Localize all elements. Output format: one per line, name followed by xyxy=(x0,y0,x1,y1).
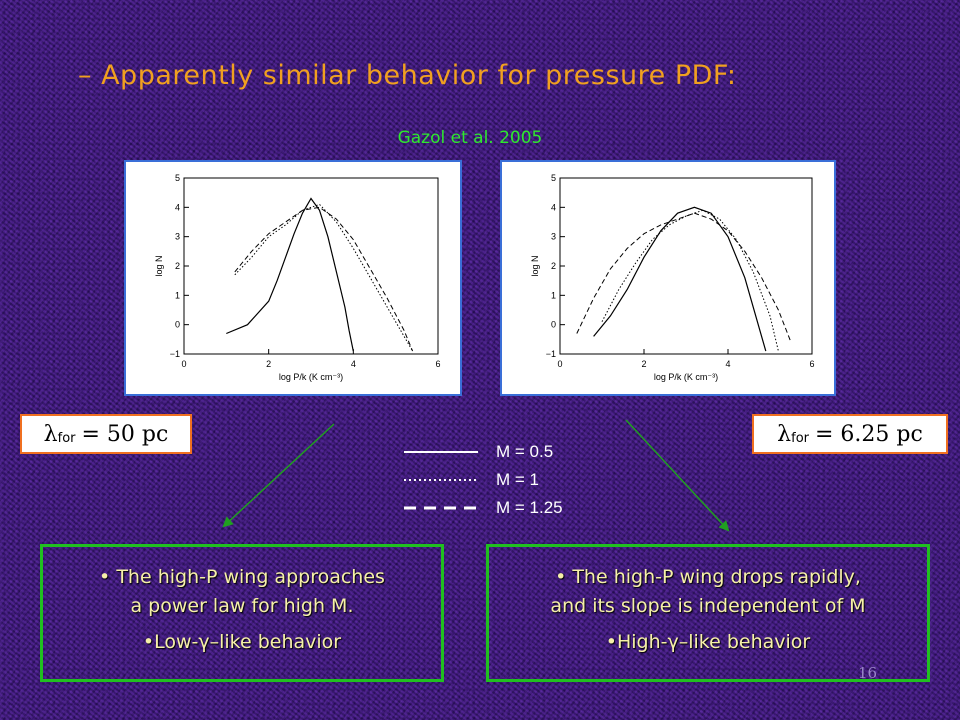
y-axis-label: log N xyxy=(530,255,540,276)
series-line-dashed xyxy=(576,212,792,343)
y-tick-label: 1 xyxy=(551,290,556,300)
lambda-symbol: λ xyxy=(43,421,58,447)
y-axis-label: log N xyxy=(154,255,164,276)
y-tick-label: 4 xyxy=(175,202,180,212)
note-line: The high-P wing approaches xyxy=(116,566,385,588)
y-tick-label: 0 xyxy=(175,320,180,330)
y-tick-label: 3 xyxy=(551,232,556,242)
series-line-dashed xyxy=(234,206,414,352)
legend-item-dashed: M = 1.25 xyxy=(404,498,563,518)
y-tick-label: 1 xyxy=(175,290,180,300)
bullet-icon: • xyxy=(555,566,567,588)
x-tick-label: 0 xyxy=(181,359,186,369)
y-tick-label: 4 xyxy=(551,202,556,212)
lambda-subscript: for xyxy=(57,430,76,446)
lambda-right-box: λ for = 6.25 pc xyxy=(752,414,948,454)
series-line-solid xyxy=(226,197,354,352)
legend-label: M = 0.5 xyxy=(496,442,554,461)
note-line: Low-γ–like behavior xyxy=(154,630,342,653)
plot-area xyxy=(183,177,439,355)
legend-item-dotted: M = 1 xyxy=(404,470,539,490)
y-tick-label: 3 xyxy=(175,232,180,242)
series-line-dotted xyxy=(234,203,414,352)
lambda-left-box: λ for = 50 pc xyxy=(20,414,192,454)
lambda-value: = 50 pc xyxy=(81,421,169,447)
legend-label: M = 1 xyxy=(496,470,539,489)
bullet-icon: • xyxy=(99,566,111,588)
legend-label: M = 1.25 xyxy=(496,498,563,517)
x-tick-label: 2 xyxy=(266,359,271,369)
citation: Gazol et al. 2005 xyxy=(397,128,543,148)
plot-area xyxy=(559,177,813,355)
lambda-subscript: for xyxy=(791,430,809,446)
note-line: High-γ–like behavior xyxy=(616,630,811,653)
y-tick-label: 0 xyxy=(551,320,556,330)
y-tick-label: −1 xyxy=(170,349,180,359)
lambda-symbol: λ xyxy=(777,421,792,447)
legend-item-solid: M = 0.5 xyxy=(404,442,553,462)
plot-left: 0 2 4 6 −1 0 1 2 3 4 5 log P/k (K cm⁻³) log N xyxy=(124,160,462,396)
x-tick-label: 2 xyxy=(641,359,646,369)
x-axis-label: log P/k (K cm⁻³) xyxy=(279,372,343,382)
bullet-icon: • xyxy=(142,630,155,653)
x-tick-label: 4 xyxy=(351,359,356,369)
lambda-value: = 6.25 pc xyxy=(815,421,923,447)
note-right: • The high-P wing drops rapidly, and its… xyxy=(486,544,930,682)
series-line-solid xyxy=(593,206,767,352)
plot-right: 0 2 4 6 −1 0 1 2 3 4 5 log P/k (K cm⁻³) log N xyxy=(500,160,836,396)
x-axis-label: log P/k (K cm⁻³) xyxy=(654,372,718,382)
y-tick-label: 5 xyxy=(551,173,556,183)
x-tick-label: 0 xyxy=(557,359,562,369)
x-tick-label: 4 xyxy=(725,359,730,369)
series-line-dotted xyxy=(601,209,779,352)
bullet-icon: • xyxy=(605,630,617,653)
note-line: and its slope is independent of M xyxy=(550,595,866,618)
note-line: The high-P wing drops rapidly, xyxy=(572,566,861,588)
x-tick-label: 6 xyxy=(435,359,440,369)
y-tick-label: 5 xyxy=(175,173,180,183)
y-tick-label: 2 xyxy=(175,261,180,271)
page-number: 16 xyxy=(858,664,878,682)
arrow-right xyxy=(625,419,730,532)
arrow-left xyxy=(222,423,335,528)
note-line: a power law for high M. xyxy=(130,595,354,618)
x-tick-label: 6 xyxy=(809,359,814,369)
slide-title: – Apparently similar behavior for pressu… xyxy=(78,60,737,91)
note-left: • The high-P wing approaches a power law… xyxy=(40,544,444,682)
y-tick-label: 2 xyxy=(551,261,556,271)
y-tick-label: −1 xyxy=(546,349,556,359)
